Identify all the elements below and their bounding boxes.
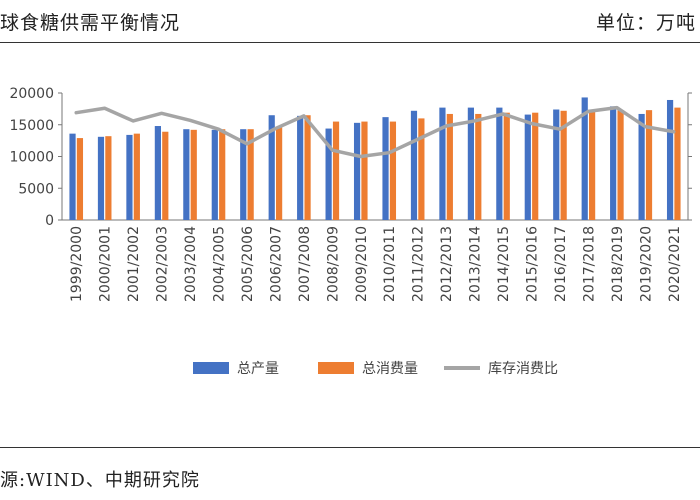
consumption-bar	[76, 138, 84, 220]
legend-consumption-label: 总消费量	[362, 361, 418, 377]
x-tick-label: 2009/2010	[354, 226, 370, 302]
production-bar	[97, 136, 105, 220]
production-bar	[154, 126, 161, 220]
consumption-bar	[304, 115, 311, 220]
chart-title: 球食糖供需平衡情况	[0, 12, 181, 34]
consumption-bar	[162, 131, 169, 220]
consumption-bar	[560, 110, 567, 220]
production-bar	[268, 115, 275, 220]
x-tick-label: 2005/2006	[240, 226, 256, 302]
y-tick-label: 15000	[9, 118, 54, 134]
consumption-bar	[475, 113, 482, 220]
production-bar	[183, 129, 190, 220]
production-bar	[240, 129, 247, 220]
production-bar	[666, 99, 674, 220]
consumption-bar	[190, 129, 197, 220]
production-bar	[467, 107, 474, 220]
legend-production-swatch	[193, 362, 229, 374]
legend: 总产量 总消费量 库存消费比	[193, 361, 558, 377]
legend-ratio: 库存消费比	[444, 361, 558, 377]
x-tick-label: 2004/2005	[212, 226, 228, 302]
source-note: 源:WIND、中期研究院	[0, 470, 200, 491]
consumption-bar	[332, 121, 340, 220]
production-bar	[325, 128, 332, 220]
x-tick-label: 2017/2018	[581, 226, 597, 302]
consumption-bar	[503, 112, 510, 220]
x-tick-label: 2003/2004	[183, 226, 199, 302]
x-tick-label: 2016/2017	[553, 226, 569, 302]
production-bar	[496, 107, 503, 220]
legend-production-label: 总产量	[237, 361, 279, 377]
consumption-bar	[418, 118, 425, 220]
production-bar	[126, 134, 133, 220]
production-bar	[211, 129, 218, 220]
bars	[69, 97, 681, 220]
y-tick-label: 10000	[9, 150, 54, 166]
consumption-bar	[133, 133, 140, 220]
x-tick-label: 2002/2003	[155, 226, 171, 302]
sugar-balance-chart: 0 5000 10000 15000 20000 1999/2000 2000/2001 2…	[9, 86, 692, 377]
consumption-bar	[361, 121, 368, 220]
consumption-bar	[219, 129, 226, 220]
x-tick-label: 2010/2011	[382, 226, 398, 302]
ratio-series-line	[74, 105, 676, 159]
production-bar	[439, 107, 446, 220]
production-bar	[353, 122, 361, 220]
x-tick-label: 1999/2000	[69, 226, 85, 302]
production-bar	[581, 97, 588, 220]
x-tick-label: 2013/2014	[468, 226, 484, 302]
consumption-bar	[617, 110, 624, 220]
x-tick-label: 2018/2019	[610, 226, 626, 302]
x-tick-label: 2020/2021	[667, 226, 683, 302]
bottom-divider	[0, 447, 700, 448]
production-bar	[69, 133, 76, 220]
x-tick-label: 2011/2012	[411, 226, 427, 302]
x-tick-label: 2019/2020	[638, 226, 654, 302]
consumption-bar	[446, 113, 453, 220]
x-tick-label: 2006/2007	[268, 226, 284, 302]
legend-ratio-label: 库存消费比	[488, 361, 558, 377]
top-divider	[0, 42, 700, 43]
x-tick-label: 2015/2016	[525, 226, 541, 302]
y-tick-label: 5000	[18, 181, 54, 197]
ratio-line	[74, 105, 676, 159]
production-bar	[410, 110, 418, 220]
x-tick-label: 2012/2013	[439, 226, 455, 302]
consumption-bar	[389, 121, 397, 220]
x-tick-label: 2001/2002	[126, 226, 142, 302]
y-axis-right	[687, 92, 692, 221]
consumption-bar	[532, 112, 539, 220]
production-bar	[524, 114, 531, 220]
x-tick-label: 2007/2008	[297, 226, 313, 302]
production-bar	[610, 106, 617, 220]
legend-production: 总产量	[193, 361, 279, 377]
y-tick-label: 0	[45, 213, 54, 229]
consumption-bar	[645, 110, 653, 220]
production-bar	[553, 109, 560, 220]
consumption-bar	[674, 107, 681, 220]
production-bar	[638, 113, 645, 220]
x-tick-label: 2000/2001	[98, 226, 114, 302]
consumption-bar	[105, 136, 112, 220]
y-axis: 0 5000 10000 15000 20000	[9, 86, 63, 229]
x-tick-label: 2014/2015	[496, 226, 512, 302]
production-bar	[297, 115, 304, 220]
unit-label: 单位：万吨	[595, 12, 696, 34]
consumption-bar	[247, 129, 254, 220]
y-tick-label: 20000	[9, 86, 54, 102]
x-tick-label: 2008/2009	[325, 226, 341, 302]
legend-consumption-swatch	[318, 362, 354, 374]
legend-consumption: 总消费量	[318, 361, 418, 377]
consumption-bar	[276, 126, 283, 220]
consumption-bar	[589, 110, 596, 220]
x-axis: 1999/2000 2000/2001 2001/2002 2002/2003 2003…	[62, 219, 688, 302]
production-bar	[382, 117, 389, 220]
